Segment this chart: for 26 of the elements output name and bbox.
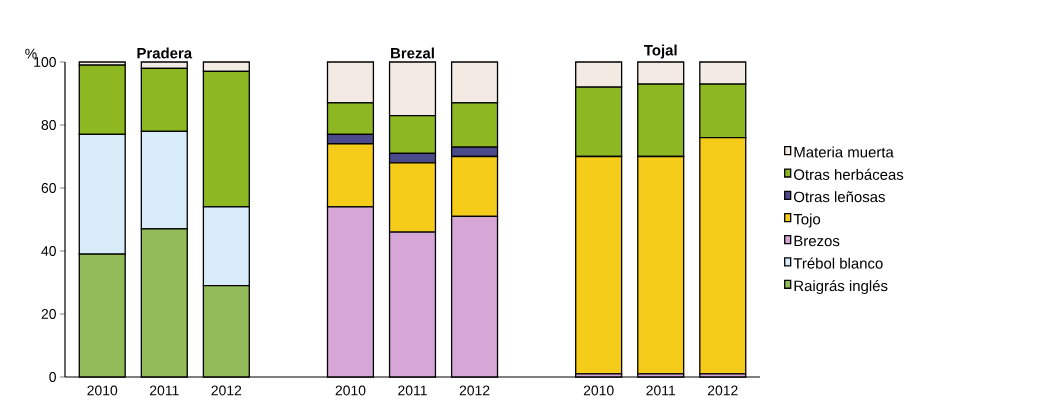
text: Tojal [644, 44, 677, 59]
text: Brezal [391, 47, 434, 59]
x-tick-label: 2011 [149, 385, 179, 396]
legend-label: Trébol blanco [793, 257, 883, 269]
legend-label: Brezos [794, 235, 840, 247]
legend-label: Raigrás inglés [794, 280, 888, 295]
y-tick-label: 40 [41, 246, 56, 256]
x-tick-label: 2010 [583, 385, 614, 396]
x-tick-label: 2012 [459, 385, 490, 396]
x-tick-label: 2012 [211, 385, 242, 396]
legend-label: Otras leñosas [794, 191, 885, 203]
y-tick-label: 0 [49, 372, 56, 382]
text: Pradera [137, 47, 193, 59]
legend-label: Otras herbáceas [794, 168, 904, 180]
legend-label: Tojo [793, 213, 821, 228]
x-tick-label: 2010 [335, 385, 366, 396]
y-axis-title: % [25, 48, 37, 59]
y-tick-label: 80 [41, 120, 56, 130]
y-tick-label: 100 [34, 57, 56, 67]
x-tick-label: 2010 [87, 385, 118, 396]
y-tick-label: 60 [41, 183, 56, 193]
x-tick-label: 2012 [707, 385, 738, 396]
y-tick-label: 20 [41, 309, 56, 319]
x-tick-label: 2011 [646, 385, 676, 396]
legend-label: Materia muerta [794, 146, 894, 158]
x-tick-label: 2011 [398, 385, 427, 396]
